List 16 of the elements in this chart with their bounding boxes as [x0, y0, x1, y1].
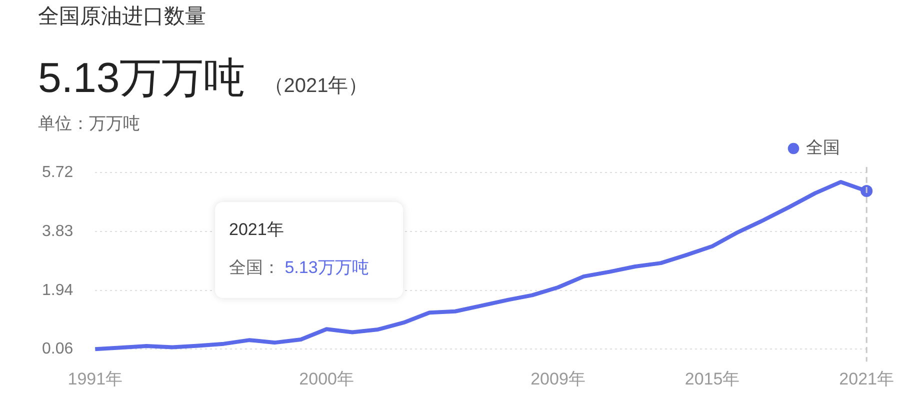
- chart-title: 全国原油进口数量: [38, 4, 206, 30]
- y-tick-label: 3.83: [42, 222, 74, 240]
- x-tick-label: 2000年: [299, 369, 354, 388]
- x-tick-label: 2009年: [530, 369, 586, 388]
- chart-subtitle: 5.13万万吨: [38, 53, 246, 103]
- text: （2021年）: [264, 74, 368, 99]
- y-tick-label: 1.94: [42, 282, 74, 299]
- x-tick-label: 2015年: [684, 369, 740, 388]
- annotation: 全国： 5.13万万吨: [229, 258, 369, 277]
- annotation: 2021年: [229, 220, 284, 239]
- y-tick-label: 5.72: [42, 164, 74, 182]
- y-axis-title: 单位：万万吨: [38, 113, 140, 135]
- x-tick-label: 1991年: [68, 369, 123, 388]
- x-tick-label: 2021年: [839, 369, 894, 388]
- legend-label: 全国: [806, 138, 840, 158]
- y-tick-label: 0.06: [42, 340, 74, 358]
